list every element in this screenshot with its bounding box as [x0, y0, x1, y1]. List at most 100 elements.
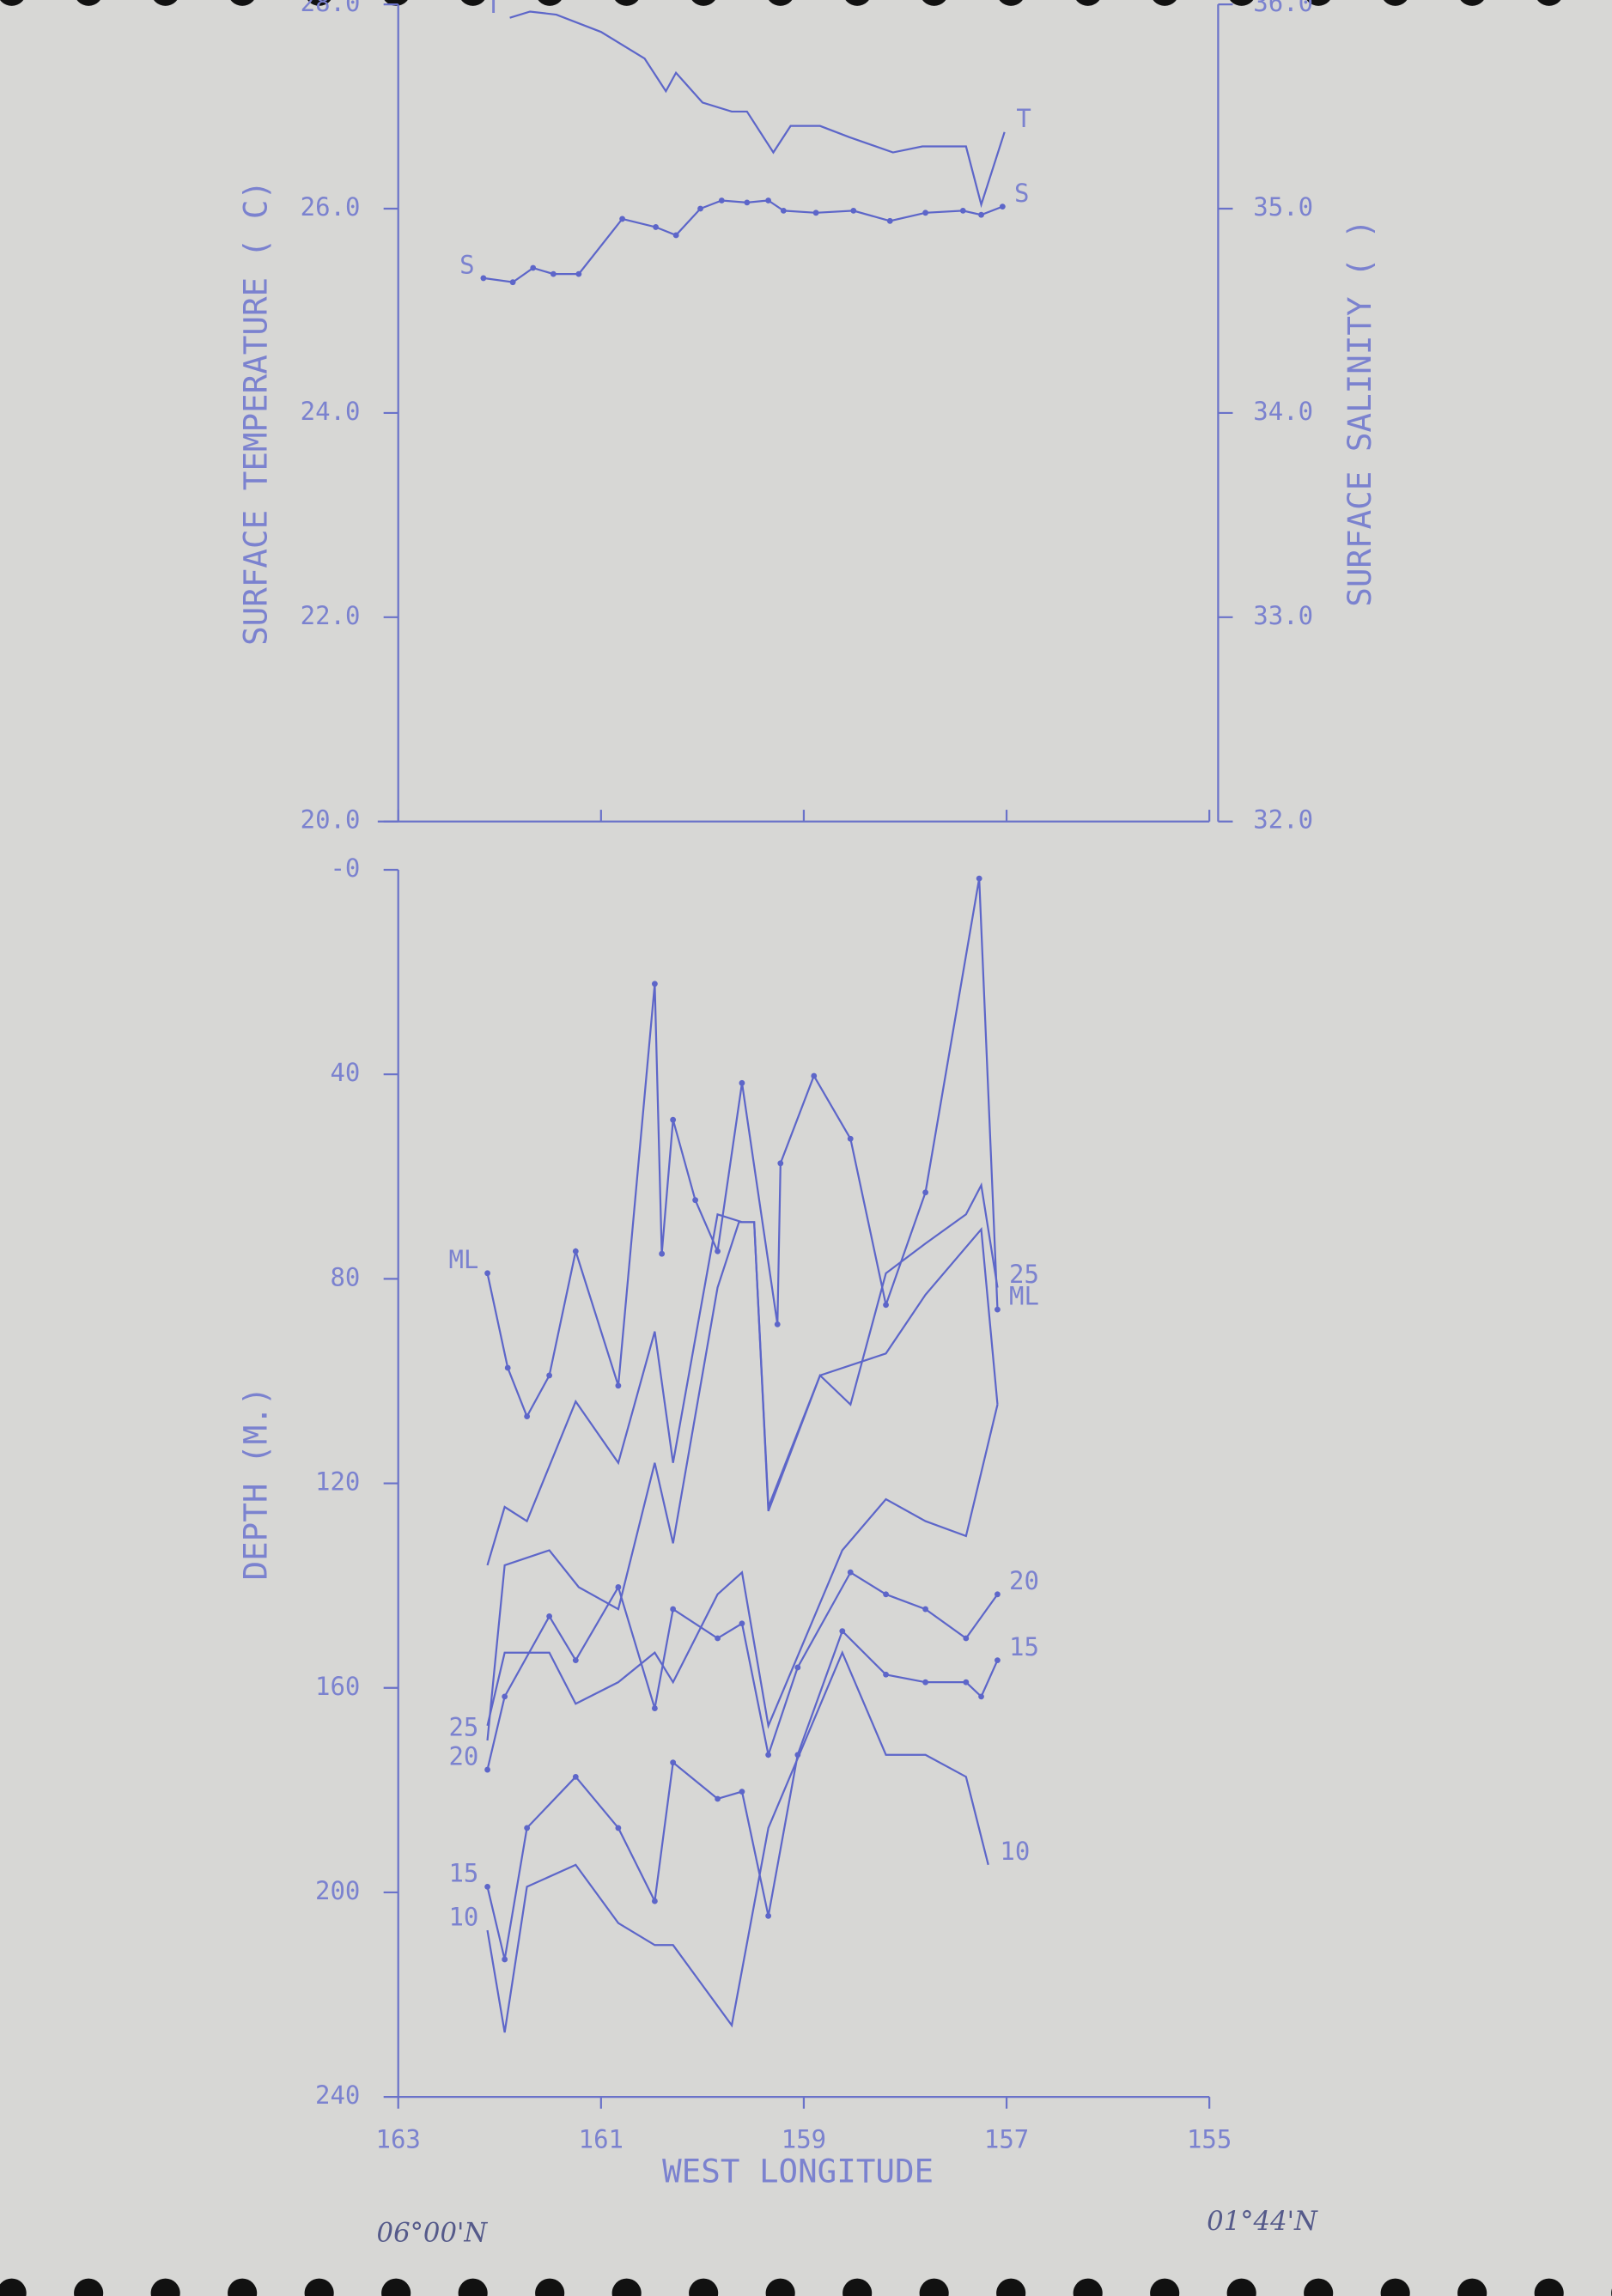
series-marker — [999, 203, 1006, 210]
punch-hole — [228, 2278, 258, 2296]
series-label: ML — [1009, 1281, 1039, 1310]
series-line — [486, 878, 999, 1419]
punch-hole — [845, 0, 869, 6]
punch-hole — [535, 2278, 565, 2296]
series-marker — [484, 1766, 491, 1773]
series-marker — [839, 1628, 846, 1635]
punch-hole — [230, 0, 254, 6]
y-tick-label: 40 — [330, 1058, 360, 1087]
series-marker — [653, 224, 659, 230]
punch-hole — [999, 0, 1023, 6]
series-label: S — [1014, 179, 1029, 208]
annotation: 06°00'N — [377, 2218, 489, 2248]
punch-hole — [381, 2278, 411, 2296]
series-marker — [811, 1072, 818, 1079]
punch-hole — [1304, 2278, 1334, 2296]
y2-axis-title: SURFACE SALINITY ( ) — [1341, 219, 1378, 607]
punch-hole — [154, 0, 178, 6]
series-line — [486, 1404, 999, 1729]
series-marker — [780, 207, 787, 214]
series-label: 10 — [448, 1902, 478, 1931]
series-marker — [524, 1413, 531, 1419]
x-tick-label: 161 — [579, 2124, 624, 2153]
series-label: 15 — [1009, 1632, 1039, 1661]
series-marker — [963, 1679, 970, 1686]
series-marker — [883, 1671, 889, 1678]
series-marker — [715, 1248, 721, 1254]
series-marker — [504, 1364, 511, 1371]
series-marker — [886, 217, 893, 224]
series-marker — [883, 1591, 889, 1598]
series-line — [486, 1212, 999, 1566]
punch-hole — [1306, 0, 1330, 6]
y2-tick-label: 35.0 — [1253, 192, 1313, 222]
punch-hole — [611, 2278, 642, 2296]
series-marker — [672, 232, 679, 239]
y-tick-label: 120 — [315, 1467, 360, 1497]
series-marker — [651, 1898, 658, 1904]
series-marker — [995, 1657, 1001, 1664]
y-axis-title: SURFACE TEMPERATURE ( C) — [237, 180, 275, 646]
series-marker — [812, 210, 819, 216]
series-marker — [509, 279, 516, 286]
series-marker — [670, 1606, 677, 1613]
series-marker — [715, 1635, 721, 1642]
series-marker — [995, 1591, 1001, 1598]
series-marker — [572, 1773, 579, 1780]
series-marker — [922, 1679, 929, 1686]
punch-hole — [765, 2278, 795, 2296]
y-tick-label: 160 — [315, 1672, 360, 1701]
series-marker — [524, 1825, 531, 1831]
series-marker — [739, 1620, 745, 1627]
punch-hole — [76, 0, 100, 6]
punch-hole — [691, 0, 715, 6]
punch-hole — [458, 2278, 488, 2296]
y-tick-label: 80 — [330, 1262, 360, 1291]
series-label: S — [459, 250, 474, 279]
punch-hole — [1153, 0, 1177, 6]
series-marker — [502, 1693, 508, 1700]
punch-hole — [1150, 2278, 1180, 2296]
series-marker — [922, 210, 929, 216]
series-marker — [922, 1189, 929, 1196]
series-label: 15 — [448, 1859, 478, 1888]
series-line — [486, 1649, 989, 2033]
series-marker — [615, 1584, 622, 1590]
series-marker — [615, 1382, 622, 1389]
y2-tick-label: 33.0 — [1253, 601, 1313, 630]
series-marker — [502, 1956, 508, 1963]
punch-hole — [1460, 0, 1484, 6]
series-label: 20 — [448, 1741, 478, 1771]
punch-hole — [461, 0, 485, 6]
punch-hole — [1226, 2278, 1256, 2296]
series-marker — [572, 1657, 579, 1664]
series-marker — [744, 199, 751, 206]
x-axis-title: WEST LONGITUDE — [662, 2152, 934, 2190]
series-marker — [794, 1664, 801, 1671]
punch-hole — [769, 0, 793, 6]
punch-hole — [1384, 0, 1408, 6]
punch-hole — [1457, 2278, 1487, 2296]
series-marker — [670, 1116, 677, 1123]
series-marker — [847, 1569, 854, 1576]
punch-hole — [538, 0, 562, 6]
annotation: 01°44'N — [1207, 2207, 1318, 2237]
series-marker — [850, 207, 857, 214]
punch-hole — [1230, 0, 1254, 6]
series-marker — [959, 207, 966, 214]
series-marker — [651, 1705, 658, 1711]
series-marker — [659, 1250, 666, 1257]
series-marker — [978, 1693, 984, 1700]
series-marker — [575, 270, 582, 277]
punch-hole — [1380, 2278, 1410, 2296]
series-marker — [847, 1135, 854, 1142]
series-marker — [484, 1270, 491, 1277]
x-tick-label: 155 — [1187, 2124, 1232, 2153]
series-label: ML — [448, 1245, 478, 1274]
series-marker — [615, 1825, 622, 1831]
punch-hole — [0, 0, 24, 6]
series-label: 25 — [448, 1712, 478, 1741]
